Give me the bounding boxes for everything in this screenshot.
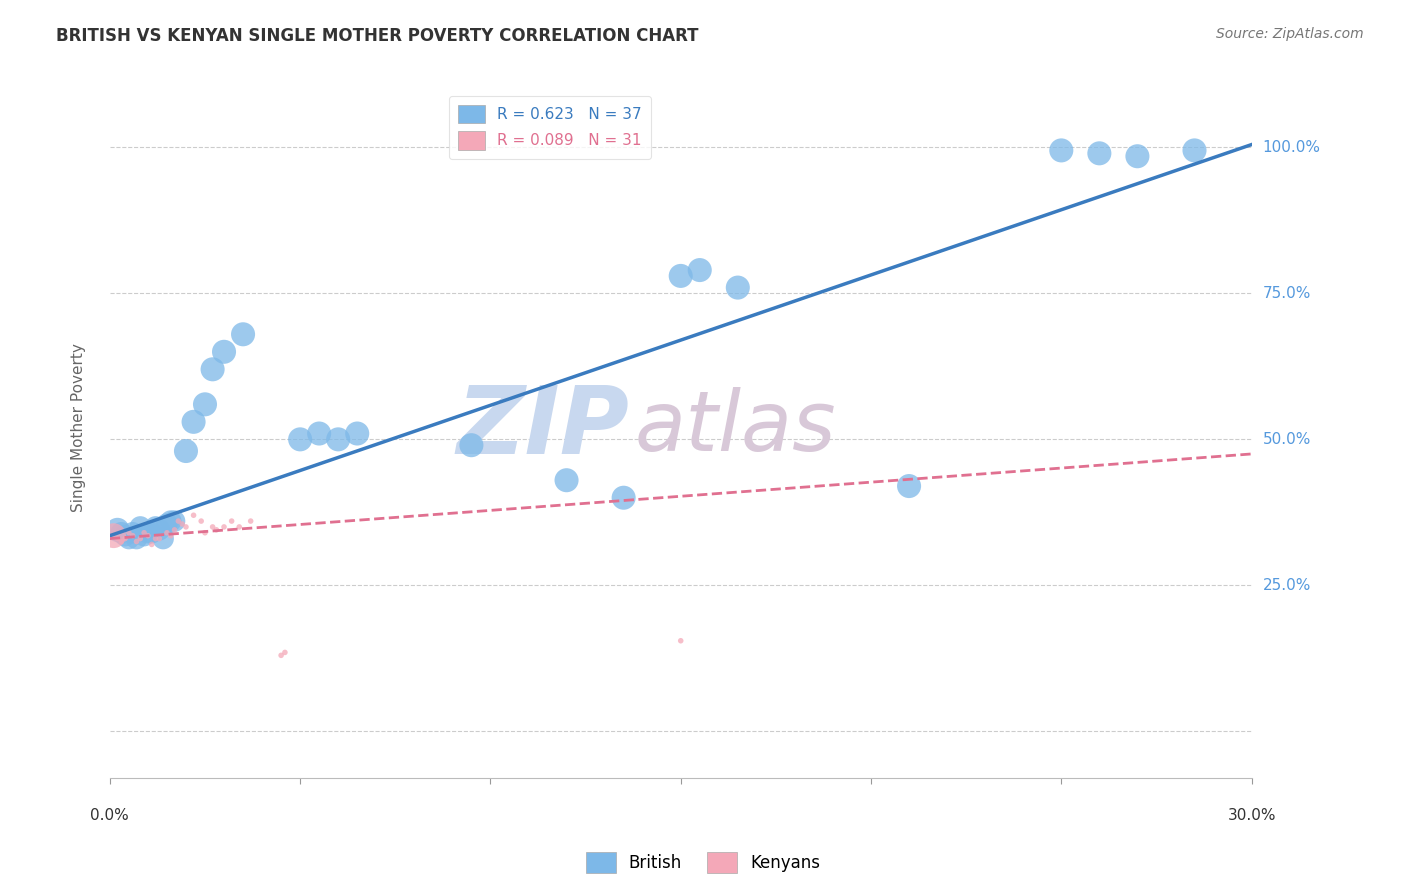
Y-axis label: Single Mother Poverty: Single Mother Poverty: [72, 343, 86, 512]
Point: [270, 648, 292, 663]
Point: [201, 362, 224, 376]
Point: [1184, 144, 1206, 158]
Point: [132, 529, 155, 543]
Point: [172, 516, 194, 531]
Point: [103, 529, 125, 543]
Point: [121, 529, 143, 543]
Text: 100.0%: 100.0%: [1263, 140, 1320, 155]
Point: [555, 473, 578, 487]
Point: [132, 525, 155, 540]
Point: [328, 433, 350, 447]
Point: [1126, 149, 1149, 163]
Point: [118, 525, 141, 540]
Point: [159, 514, 181, 528]
Point: [174, 520, 197, 534]
Point: [174, 444, 197, 458]
Point: [194, 525, 217, 540]
Point: [898, 479, 921, 493]
Point: [239, 514, 262, 528]
Point: [167, 514, 190, 528]
Point: [183, 508, 205, 523]
Point: [114, 529, 136, 543]
Point: [228, 520, 250, 534]
Point: [110, 525, 132, 540]
Point: [194, 397, 217, 411]
Point: [163, 523, 186, 537]
Point: [145, 532, 167, 546]
Text: 25.0%: 25.0%: [1263, 578, 1310, 593]
Text: 75.0%: 75.0%: [1263, 286, 1310, 301]
Point: [114, 532, 136, 546]
Point: [121, 525, 143, 540]
Point: [727, 280, 749, 294]
Point: [1088, 146, 1111, 161]
Point: [288, 433, 311, 447]
Point: [308, 426, 330, 441]
Point: [190, 514, 212, 528]
Point: [110, 534, 132, 549]
Text: 50.0%: 50.0%: [1263, 432, 1310, 447]
Point: [152, 532, 174, 546]
Point: [159, 529, 181, 543]
Point: [274, 645, 297, 659]
Point: [148, 523, 170, 537]
Point: [232, 327, 254, 342]
Point: [129, 520, 152, 534]
Point: [212, 520, 235, 534]
Point: [125, 532, 148, 546]
Point: [141, 525, 163, 540]
Point: [201, 520, 224, 534]
Point: [460, 438, 482, 452]
Text: atlas: atlas: [636, 387, 837, 468]
Point: [107, 532, 129, 546]
Text: 0.0%: 0.0%: [90, 808, 129, 823]
Point: [669, 633, 692, 648]
Point: [163, 514, 186, 528]
Point: [613, 491, 636, 505]
Point: [221, 514, 243, 528]
Legend: R = 0.623   N = 37, R = 0.089   N = 31: R = 0.623 N = 37, R = 0.089 N = 31: [449, 95, 651, 159]
Point: [156, 525, 179, 540]
Text: Source: ZipAtlas.com: Source: ZipAtlas.com: [1216, 27, 1364, 41]
Point: [669, 268, 692, 283]
Point: [183, 415, 205, 429]
Legend: British, Kenyans: British, Kenyans: [579, 846, 827, 880]
Point: [136, 529, 159, 543]
Text: 30.0%: 30.0%: [1227, 808, 1275, 823]
Point: [136, 525, 159, 540]
Point: [148, 532, 170, 546]
Point: [125, 534, 148, 549]
Point: [689, 263, 711, 277]
Point: [212, 344, 235, 359]
Point: [205, 523, 228, 537]
Point: [346, 426, 368, 441]
Text: ZIP: ZIP: [457, 382, 630, 474]
Text: BRITISH VS KENYAN SINGLE MOTHER POVERTY CORRELATION CHART: BRITISH VS KENYAN SINGLE MOTHER POVERTY …: [56, 27, 699, 45]
Point: [141, 537, 163, 551]
Point: [107, 523, 129, 537]
Point: [129, 532, 152, 546]
Point: [1050, 144, 1073, 158]
Point: [156, 516, 179, 531]
Point: [118, 532, 141, 546]
Point: [145, 520, 167, 534]
